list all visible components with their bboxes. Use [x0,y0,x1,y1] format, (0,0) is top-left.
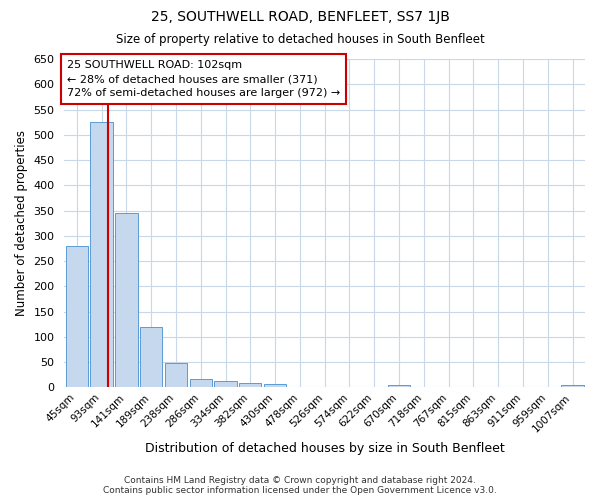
Bar [65,246,88,388]
Bar [214,382,236,388]
Bar [115,213,137,388]
Y-axis label: Number of detached properties: Number of detached properties [15,130,28,316]
Bar [165,363,187,388]
X-axis label: Distribution of detached houses by size in South Benfleet: Distribution of detached houses by size … [145,442,505,455]
Text: Size of property relative to detached houses in South Benfleet: Size of property relative to detached ho… [116,32,484,46]
Bar [264,384,286,388]
Bar [140,327,163,388]
Bar [239,383,262,388]
Bar [91,122,113,388]
Bar [388,385,410,388]
Bar [190,379,212,388]
Bar [562,385,584,388]
Text: 25, SOUTHWELL ROAD, BENFLEET, SS7 1JB: 25, SOUTHWELL ROAD, BENFLEET, SS7 1JB [151,10,449,24]
Text: Contains HM Land Registry data © Crown copyright and database right 2024.
Contai: Contains HM Land Registry data © Crown c… [103,476,497,495]
Text: 25 SOUTHWELL ROAD: 102sqm
← 28% of detached houses are smaller (371)
72% of semi: 25 SOUTHWELL ROAD: 102sqm ← 28% of detac… [67,60,340,98]
